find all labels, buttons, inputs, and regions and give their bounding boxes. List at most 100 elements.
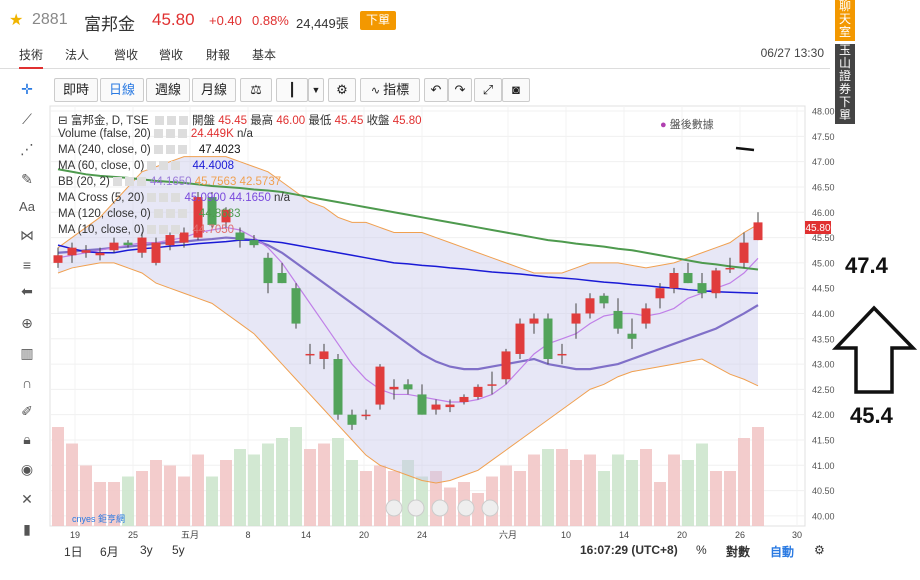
macross-buttons[interactable] — [147, 193, 182, 203]
tools-icon[interactable]: ✕ — [21, 491, 33, 507]
tab-financials[interactable]: 財報 — [206, 48, 231, 62]
volume-bar — [332, 438, 344, 526]
volume-bar — [122, 476, 134, 526]
lock-icon[interactable]: 🔒︎ — [23, 431, 31, 447]
chart-legend: ⊟ 富邦金, D, TSE 開盤 45.45 最高 46.00 最低 45.45… — [58, 112, 518, 237]
brush-icon[interactable]: ✎ — [21, 171, 33, 187]
range-5y[interactable]: 5y — [172, 543, 185, 557]
broker-order-button[interactable]: 玉山證券下單 — [835, 44, 855, 124]
log-toggle[interactable]: 對數 — [726, 545, 751, 559]
candle-body — [319, 351, 329, 360]
volume-bar — [696, 443, 708, 526]
range-3y[interactable]: 3y — [140, 543, 153, 557]
trash-icon[interactable]: ▮ — [23, 521, 31, 537]
clock: 16:07:29 (UTC+8) — [580, 543, 678, 557]
legend-volume: Volume (false, 20) 24.449K n/a — [58, 128, 253, 140]
ma60-buttons[interactable] — [147, 161, 182, 171]
zoom-out-icon[interactable] — [407, 499, 425, 517]
volume-bar — [178, 476, 190, 526]
star-icon[interactable]: ★ — [9, 12, 24, 29]
volume-bar — [682, 460, 694, 526]
measure-icon[interactable]: ▥ — [20, 345, 34, 361]
candle-body — [123, 242, 133, 246]
indicators-icon: ∿ — [370, 85, 384, 97]
volume-bar — [304, 449, 316, 526]
pattern-icon[interactable]: ⋈ — [20, 227, 34, 243]
undo-icon[interactable]: ↶ — [424, 78, 448, 102]
volume-bar — [612, 454, 624, 526]
tab-basics[interactable]: 基本 — [252, 48, 277, 62]
settings-icon[interactable]: ⚙ — [814, 543, 825, 557]
weekly-button[interactable]: 週線 — [146, 78, 190, 102]
redo-icon[interactable]: ↷ — [448, 78, 472, 102]
zoom-icon[interactable]: ⊕ — [21, 315, 33, 331]
legend-bb: BB (20, 2) 44.1650 45.7563 42.5737 — [58, 176, 281, 188]
indicators-button[interactable]: ∿ 指標 — [360, 78, 420, 102]
compare-icon[interactable]: ⚖ — [240, 78, 272, 102]
volume-buttons[interactable] — [153, 129, 188, 139]
candle-body — [501, 351, 511, 380]
ma10-buttons[interactable] — [147, 225, 182, 235]
camera-icon[interactable]: ◙ — [502, 78, 530, 102]
zoom-in-icon[interactable] — [457, 499, 475, 517]
candle-body — [683, 272, 693, 284]
range-1d[interactable]: 1日 — [64, 545, 83, 559]
realtime-button[interactable]: 即時 — [54, 78, 98, 102]
x-tick-label: 20 — [359, 530, 369, 540]
ma60-value: 44.4008 — [192, 160, 235, 172]
tab-institutional[interactable]: 法人 — [65, 48, 90, 62]
candle-body — [641, 308, 651, 324]
pencil-icon[interactable]: ✐ — [21, 403, 33, 419]
chevron-down-icon[interactable]: ▼ — [308, 78, 324, 102]
legend-ma60: MA (60, close, 0) 44.4008 — [58, 160, 234, 172]
gear-icon[interactable]: ⚙ — [328, 78, 356, 102]
monthly-button[interactable]: 月線 — [192, 78, 236, 102]
fib-icon[interactable]: ⋰ — [20, 141, 34, 157]
eye-icon[interactable]: ◉ — [20, 461, 34, 477]
ma120-buttons[interactable] — [153, 209, 188, 219]
collapse-icon[interactable]: ⊟ — [58, 115, 71, 127]
fullscreen-icon[interactable]: ⤢ — [474, 78, 502, 102]
volume-bar — [444, 487, 456, 526]
candle-body — [445, 404, 455, 408]
bb-buttons[interactable] — [112, 177, 147, 187]
daily-button[interactable]: 日線 — [100, 78, 144, 102]
y-tick-label: 43.00 — [812, 360, 835, 370]
volume-bar — [668, 454, 680, 526]
scroll-left-icon[interactable] — [385, 499, 403, 517]
percent-toggle[interactable]: % — [696, 543, 707, 557]
macross-label: MA Cross (5, 20) — [58, 192, 145, 204]
candle-body — [375, 366, 385, 405]
scroll-right-icon[interactable] — [481, 499, 499, 517]
arrow-left-icon[interactable]: ⬅ — [21, 283, 33, 299]
y-tick-label: 42.50 — [812, 385, 835, 395]
crosshair-icon[interactable]: ✛ — [21, 81, 33, 97]
chatroom-button[interactable]: 聊天室 — [835, 0, 855, 41]
order-button[interactable]: 下單 — [360, 11, 396, 30]
range-6m[interactable]: 6月 — [100, 545, 119, 559]
y-tick-label: 46.00 — [812, 208, 835, 218]
volume-bar — [346, 460, 358, 526]
reset-icon[interactable] — [431, 499, 449, 517]
tab-revenue-2[interactable]: 營收 — [159, 48, 184, 62]
candle-body — [95, 252, 105, 256]
volume-bar — [206, 476, 218, 526]
tab-revenue[interactable]: 營收 — [114, 48, 139, 62]
tab-technical[interactable]: 技術 — [19, 46, 44, 69]
candle-type-icon[interactable]: ┃ — [276, 78, 308, 102]
text-icon[interactable]: Aa — [19, 199, 35, 214]
scroll-controls — [385, 499, 499, 517]
magnet-icon[interactable]: ∩ — [21, 375, 33, 391]
volume-bar — [52, 427, 64, 526]
auto-toggle[interactable]: 自動 — [770, 545, 795, 559]
x-tick-label: 26 — [735, 530, 745, 540]
y-tick-label: 45.50 — [812, 233, 835, 243]
fib-levels-icon[interactable]: ≡ — [22, 257, 32, 273]
ma240-buttons[interactable] — [153, 145, 188, 155]
chart-toolbar: 即時 日線 週線 月線 ⚖ ┃ ▼ ⚙ ∿ 指標 ↶ ↷ ⤢ ◙ — [50, 76, 530, 102]
legend-main-buttons[interactable] — [154, 116, 189, 126]
stock-name: 富邦金 — [84, 15, 135, 34]
trendline-icon[interactable]: ⟋ — [22, 111, 32, 127]
volume-bar — [724, 471, 736, 526]
